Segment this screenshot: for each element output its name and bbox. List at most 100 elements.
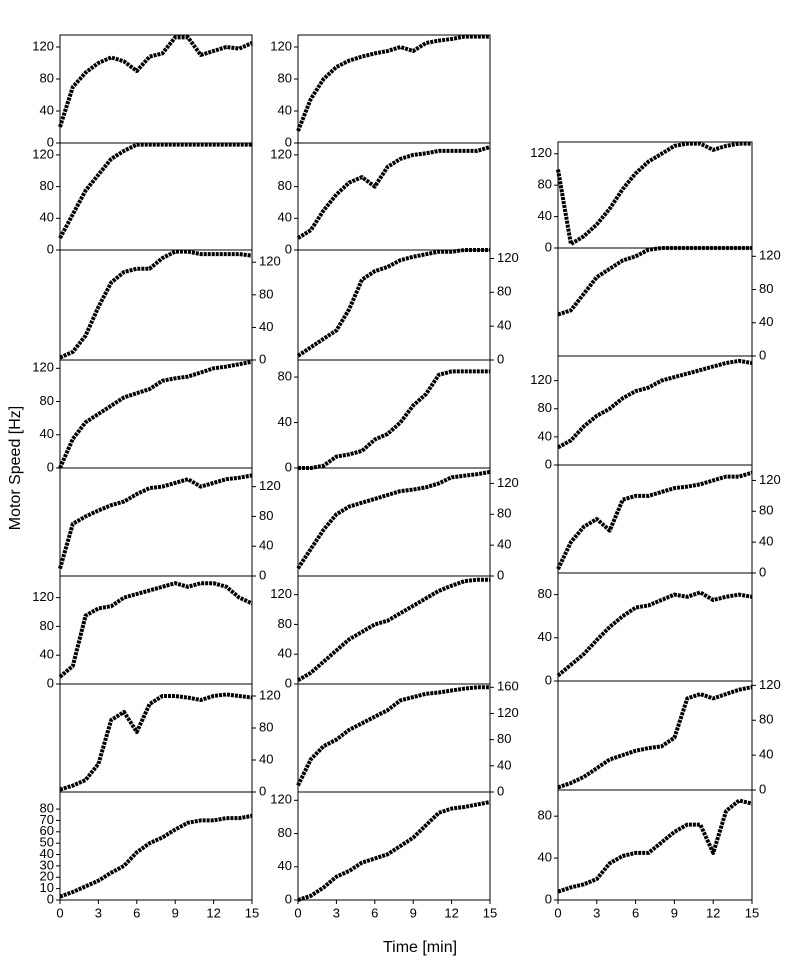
x-tick-label: 15 xyxy=(483,905,497,920)
y-tick-label: 120 xyxy=(32,38,54,53)
data-trace xyxy=(296,577,490,683)
y-tick-label: 0 xyxy=(545,672,552,687)
data-trace xyxy=(296,685,490,787)
y-tick-label: 40 xyxy=(497,757,511,772)
y-tick-label: 40 xyxy=(538,428,552,443)
panel-frame xyxy=(297,467,491,577)
x-tick-label: 12 xyxy=(444,905,458,920)
y-tick-label: 120 xyxy=(759,677,781,692)
y-tick-label: 10 xyxy=(40,880,54,895)
y-tick-label: 0 xyxy=(285,675,292,690)
y-tick-label: 40 xyxy=(40,647,54,662)
panel-frame xyxy=(59,34,253,144)
y-tick-label: 80 xyxy=(259,719,273,734)
y-tick-label: 40 xyxy=(759,314,773,329)
panel-frame xyxy=(297,142,491,251)
panel-frame xyxy=(59,791,253,901)
y-tick-label: 40 xyxy=(538,850,552,865)
y-tick-label: 80 xyxy=(40,618,54,633)
data-trace xyxy=(296,469,491,570)
y-tick-label: 120 xyxy=(270,586,292,601)
x-tick-label: 3 xyxy=(95,905,102,920)
y-tick-label: 160 xyxy=(497,679,519,694)
y-tick-label: 0 xyxy=(497,567,504,582)
data-trace xyxy=(59,692,253,792)
data-trace xyxy=(556,590,753,678)
y-tick-label: 30 xyxy=(40,857,54,872)
y-tick-label: 40 xyxy=(278,858,292,873)
y-tick-label: 0 xyxy=(285,891,292,906)
panel-frame xyxy=(557,572,753,682)
y-tick-label: 0 xyxy=(759,564,766,579)
data-trace xyxy=(556,470,753,570)
data-trace xyxy=(298,369,490,470)
y-tick-label: 80 xyxy=(538,177,552,192)
y-tick-label: 80 xyxy=(40,393,54,408)
y-axis-label: Motor Speed [Hz] xyxy=(7,406,24,531)
y-tick-label: 40 xyxy=(497,318,511,333)
y-tick-label: 120 xyxy=(270,38,292,53)
y-tick-label: 120 xyxy=(259,478,281,493)
x-tick-label: 12 xyxy=(206,905,220,920)
y-tick-label: 120 xyxy=(497,475,519,490)
y-tick-label: 80 xyxy=(40,70,54,85)
data-trace xyxy=(58,35,253,128)
y-tick-label: 80 xyxy=(497,731,511,746)
x-tick-label: 6 xyxy=(632,905,639,920)
y-tick-label: 80 xyxy=(497,506,511,521)
x-tick-label: 9 xyxy=(172,905,179,920)
y-tick-label: 40 xyxy=(259,751,273,766)
y-tick-label: 80 xyxy=(278,178,292,193)
panel-frame xyxy=(297,575,491,685)
data-trace xyxy=(296,248,490,358)
y-tick-label: 0 xyxy=(259,351,266,366)
y-tick-label: 0 xyxy=(47,459,54,474)
y-tick-label: 0 xyxy=(47,241,54,256)
y-tick-label: 70 xyxy=(40,812,54,827)
y-tick-label: 120 xyxy=(270,792,292,807)
panel-frame xyxy=(59,249,253,361)
y-tick-label: 120 xyxy=(259,687,281,702)
panel-frame xyxy=(557,355,753,466)
y-tick-label: 80 xyxy=(538,400,552,415)
x-tick-label: 0 xyxy=(294,905,301,920)
y-tick-label: 0 xyxy=(259,567,266,582)
y-tick-label: 120 xyxy=(759,248,781,263)
data-trace xyxy=(58,359,253,469)
panel-frame xyxy=(557,247,753,357)
y-tick-label: 40 xyxy=(40,426,54,441)
x-tick-label: 9 xyxy=(671,905,678,920)
y-tick-label: 80 xyxy=(40,178,54,193)
panel-frame xyxy=(297,359,491,469)
panel-frame xyxy=(297,791,491,901)
y-tick-label: 80 xyxy=(278,70,292,85)
y-tick-label: 0 xyxy=(259,783,266,798)
panel-frame xyxy=(557,464,753,574)
y-tick-label: 0 xyxy=(545,456,552,471)
x-tick-label: 0 xyxy=(56,905,63,920)
y-tick-label: 50 xyxy=(40,835,54,850)
y-tick-label: 0 xyxy=(285,459,292,474)
data-trace xyxy=(297,800,491,902)
data-trace xyxy=(296,34,490,132)
y-tick-label: 40 xyxy=(538,208,552,223)
y-tick-label: 0 xyxy=(285,134,292,149)
data-trace xyxy=(557,246,752,317)
y-tick-label: 80 xyxy=(497,284,511,299)
y-tick-label: 40 xyxy=(40,210,54,225)
y-tick-label: 120 xyxy=(259,254,281,269)
y-tick-label: 40 xyxy=(278,210,292,225)
y-tick-label: 80 xyxy=(259,286,273,301)
y-tick-label: 0 xyxy=(545,239,552,254)
data-trace xyxy=(557,685,753,790)
y-tick-label: 80 xyxy=(538,586,552,601)
y-tick-label: 80 xyxy=(278,616,292,631)
y-tick-label: 120 xyxy=(530,145,552,160)
y-tick-label: 40 xyxy=(278,102,292,117)
y-tick-label: 80 xyxy=(278,368,292,383)
y-tick-label: 40 xyxy=(259,319,273,334)
y-tick-label: 40 xyxy=(759,534,773,549)
y-tick-label: 40 xyxy=(40,102,54,117)
y-tick-label: 60 xyxy=(40,823,54,838)
